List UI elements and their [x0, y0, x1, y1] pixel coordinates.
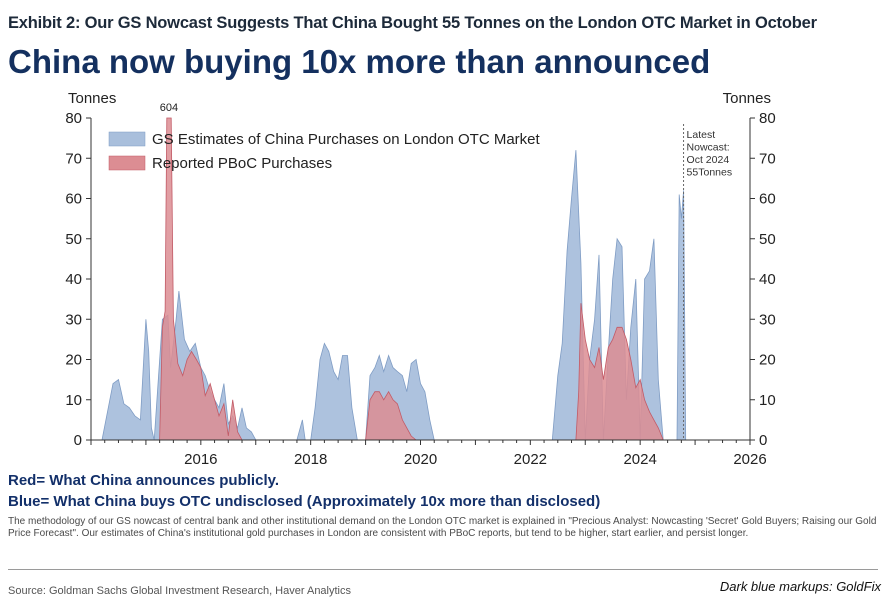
series-layer — [101, 117, 689, 441]
legend-label-gs: GS Estimates of China Purchases on Londo… — [152, 131, 541, 148]
y-tick-label-right: 50 — [759, 231, 776, 248]
y-tick-label-right: 40 — [759, 271, 776, 288]
x-tick-label: 2020 — [404, 451, 437, 468]
methodology-note: The methodology of our GS nowcast of cen… — [8, 516, 877, 539]
y-axis-left-title: Tonnes — [68, 90, 116, 107]
nowcast-label-line: Oct 2024 — [687, 154, 730, 166]
y-tick-label-right: 60 — [759, 191, 776, 208]
y-tick-label-left: 0 — [74, 432, 82, 449]
y-tick-label-left: 50 — [65, 231, 82, 248]
source-line: Source: Goldman Sachs Global Investment … — [8, 585, 351, 597]
x-tick-label: 2016 — [184, 451, 217, 468]
y-tick-label-right: 80 — [759, 110, 776, 127]
y-tick-label-left: 70 — [65, 150, 82, 167]
legend-swatch-pboc — [108, 155, 146, 171]
clipped-peak-label: 604 — [160, 102, 178, 114]
y-tick-label-right: 30 — [759, 311, 776, 328]
legend: GS Estimates of China Purchases on Londo… — [108, 131, 541, 172]
exhibit-title: Exhibit 2: Our GS Nowcast Suggests That … — [8, 14, 817, 32]
x-tick-label: 2022 — [514, 451, 547, 468]
footer-divider — [8, 569, 878, 570]
nowcast-label-line: 55Tonnes — [687, 167, 733, 179]
series-pboc-reported-area — [159, 117, 664, 441]
x-tick-label: 2026 — [733, 451, 766, 468]
y-tick-label-right: 20 — [759, 352, 776, 369]
markup-credit: Dark blue markups: GoldFix — [719, 579, 881, 594]
y-tick-label-right: 0 — [759, 432, 767, 449]
y-axis-right-title: Tonnes — [723, 90, 771, 107]
note-red: Red= What China announces publicly. — [8, 472, 280, 489]
y-tick-label-left: 60 — [65, 191, 82, 208]
y-tick-label-left: 80 — [65, 110, 82, 127]
nowcast-label-line: Latest — [687, 129, 716, 141]
legend-label-pboc: Reported PBoC Purchases — [152, 155, 332, 172]
y-tick-label-right: 70 — [759, 150, 776, 167]
legend-swatch-gs — [108, 131, 146, 147]
y-tick-label-right: 10 — [759, 392, 776, 409]
x-tick-label: 2024 — [623, 451, 656, 468]
headline: China now buying 10x more than announced — [8, 43, 711, 80]
x-tick-label: 2018 — [294, 451, 327, 468]
note-blue: Blue= What China buys OTC undisclosed (A… — [8, 493, 601, 510]
y-tick-label-left: 20 — [65, 352, 82, 369]
y-tick-label-left: 40 — [65, 271, 82, 288]
nowcast-label-line: Nowcast: — [687, 142, 730, 154]
y-tick-label-left: 30 — [65, 311, 82, 328]
y-tick-label-left: 10 — [65, 392, 82, 409]
